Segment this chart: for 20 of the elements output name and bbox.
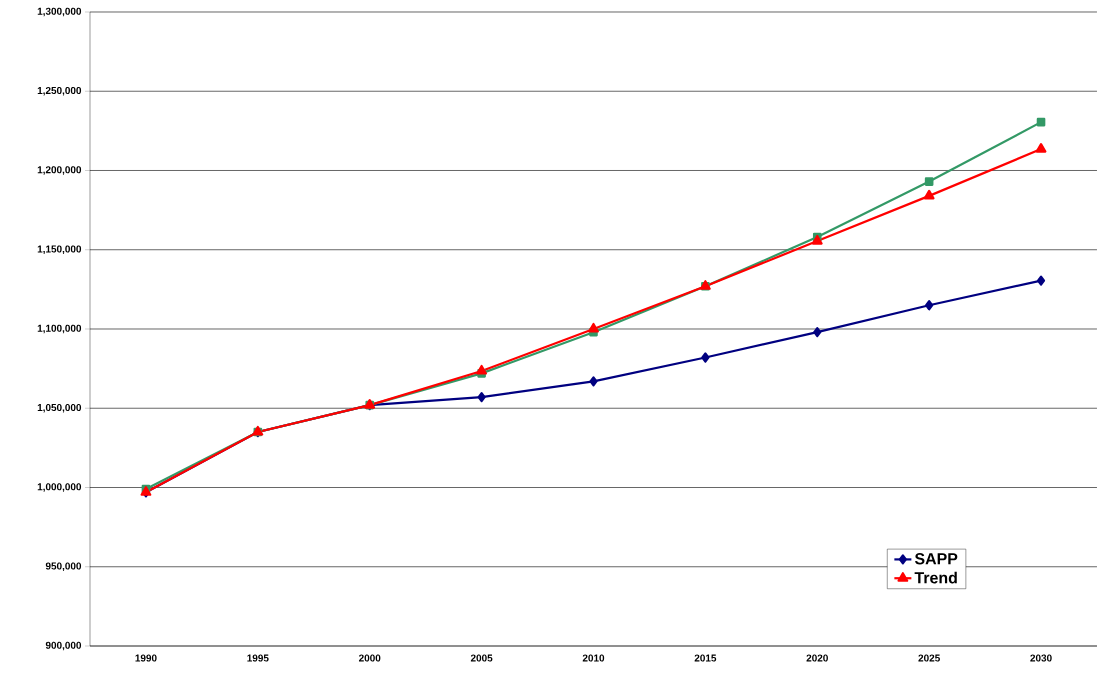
y-tick-label: 1,050,000 — [37, 404, 82, 413]
x-tick-label: 2010 — [582, 654, 605, 662]
x-tick-label: 2025 — [918, 654, 940, 662]
x-tick-label: 2015 — [694, 654, 717, 662]
y-tick-label: 950,000 — [45, 562, 82, 571]
y-tick-label: 1,000,000 — [37, 483, 82, 492]
y-tick-label: 1,300,000 — [37, 7, 82, 17]
y-tick-label: 1,100,000 — [37, 324, 82, 334]
y-tick-label: 900,000 — [45, 641, 82, 651]
y-tick-label: 1,250,000 — [37, 87, 82, 96]
x-tick-label: 2000 — [358, 654, 381, 662]
x-tick-label: 1990 — [135, 654, 157, 662]
x-tick-label: 2020 — [806, 654, 828, 662]
legend-label: Trend — [914, 571, 957, 584]
legend-label: SAPP — [914, 553, 958, 565]
y-tick-label: 1,150,000 — [37, 245, 82, 254]
y-tick-label: 1,200,000 — [37, 166, 82, 175]
x-tick-label: 2030 — [1030, 654, 1052, 662]
x-tick-label: 2005 — [470, 654, 493, 662]
x-tick-label: 1995 — [247, 654, 269, 662]
